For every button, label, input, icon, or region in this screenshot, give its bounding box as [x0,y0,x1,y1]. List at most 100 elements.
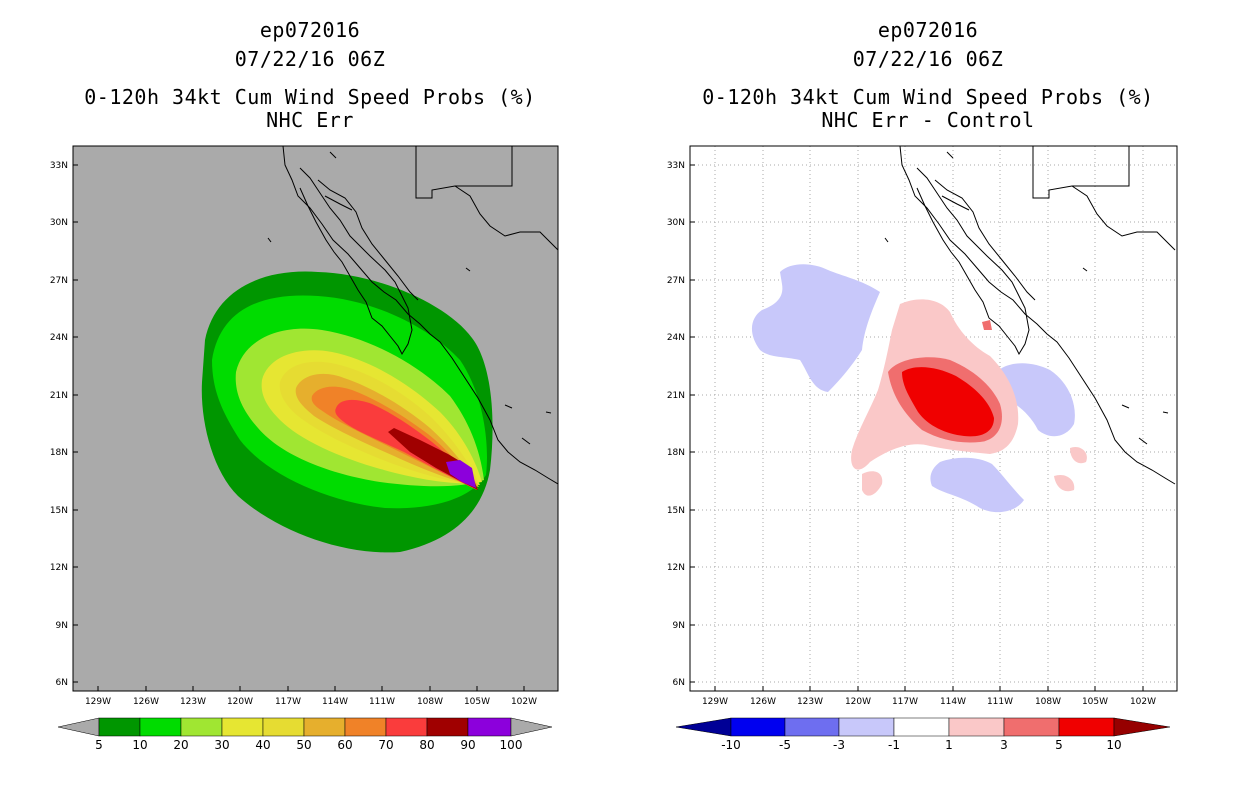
colorbar-label: 40 [255,738,270,752]
lat-label: 24N [50,333,68,343]
lon-label: 108W [417,697,443,707]
lat-label: 30N [50,218,68,228]
colorbar-label: 60 [337,738,352,752]
lat-label: 6N [673,678,685,688]
colorbar-label: -3 [833,738,845,752]
lat-label: 6N [56,678,68,688]
left-map-panel: 33N 30N 27N 24N 21N 18N 15N 12N 9N 6N 12… [50,145,559,752]
colorbar-under-arrow [57,717,100,737]
colorbar-label: 10 [1106,738,1121,752]
lon-label: 111W [369,697,395,707]
lat-label: 24N [667,333,685,343]
colorbar-swatch [838,717,895,737]
lon-label: 123W [797,697,823,707]
lon-label: 117W [892,697,918,707]
positive-region-coast-spot [982,320,992,330]
lat-label: 27N [667,276,685,286]
lat-label: 21N [50,391,68,401]
colorbar-label: 5 [1055,738,1063,752]
lon-label: 117W [275,697,301,707]
probability-contours [201,146,558,553]
positive-region-spot3 [1054,474,1075,492]
lat-label: 9N [673,621,685,631]
lon-label: 120W [227,697,253,707]
lon-label: 108W [1035,697,1061,707]
subtitle-left: NHC Err [266,108,354,132]
left-colorbar [57,717,553,737]
colorbar-over-arrow [510,717,553,737]
negative-region-nw [751,264,880,392]
colorbar-swatch [303,717,346,737]
lon-label: 129W [85,697,111,707]
colorbar-swatch [221,717,264,737]
colorbar-label: 70 [378,738,393,752]
colorbar-label: 80 [419,738,434,752]
colorbar-swatch [1058,717,1115,737]
left-lon-labels: 129W 126W 123W 120W 117W 114W 111W 108W … [85,697,537,707]
lat-label: 15N [50,506,68,516]
contour-90 [446,460,476,488]
colorbar-swatch [948,717,1005,737]
colorbar-label: 20 [173,738,188,752]
colorbar-swatch [893,717,950,737]
colorbar-swatch [426,717,469,737]
lon-label: 102W [511,697,537,707]
lat-label: 33N [50,161,68,171]
negative-region-east [992,363,1075,437]
colorbar-label: 30 [214,738,229,752]
colorbar-swatch [730,717,786,737]
lon-label: 105W [1082,697,1108,707]
right-colorbar-labels: -10 -5 -3 -1 1 3 5 10 [721,738,1121,752]
date-right: 07/22/16 06Z [852,47,1004,71]
positive-region-spot1 [862,471,883,496]
lon-label: 126W [750,697,776,707]
lat-label: 15N [667,506,685,516]
product-title-left: 0-120h 34kt Cum Wind Speed Probs (%) [84,85,536,109]
negative-region-south [930,457,1024,513]
colorbar-label: 90 [460,738,475,752]
colorbar-label: 5 [95,738,103,752]
right-map-panel: 33N 30N 27N 24N 21N 18N 15N 12N 9N 6N 12… [667,145,1178,752]
colorbar-swatch [98,717,141,737]
colorbar-swatch [784,717,840,737]
right-colorbar [675,717,1171,737]
colorbar-under-arrow [675,717,732,737]
lon-label: 102W [1130,697,1156,707]
left-lat-labels: 33N 30N 27N 24N 21N 18N 15N 12N 9N 6N [50,161,68,688]
lon-label: 123W [180,697,206,707]
colorbar-swatch [344,717,387,737]
colorbar-swatch [139,717,182,737]
lat-label: 27N [50,276,68,286]
colorbar-swatch [180,717,223,737]
lat-label: 9N [56,621,68,631]
lat-label: 12N [667,563,685,573]
colorbar-label: 100 [500,738,523,752]
lon-label: 114W [940,697,966,707]
colorbar-over-arrow [1113,717,1171,737]
colorbar-label: 10 [132,738,147,752]
positive-region-5to10 [902,367,994,437]
lon-label: 126W [133,697,159,707]
right-lat-labels: 33N 30N 27N 24N 21N 18N 15N 12N 9N 6N [667,161,685,688]
colorbar-swatch [467,717,512,737]
lon-label: 129W [702,697,728,707]
lon-label: 120W [845,697,871,707]
colorbar-swatch [1003,717,1060,737]
lat-label: 33N [667,161,685,171]
storm-id-right: ep072016 [877,18,979,42]
product-title-right: 0-120h 34kt Cum Wind Speed Probs (%) [702,85,1154,109]
lat-label: 18N [667,448,685,458]
lat-label: 18N [50,448,68,458]
left-colorbar-labels: 5 10 20 30 40 50 60 70 80 90 100 [95,738,522,752]
left-axis-ticks [73,164,525,691]
colorbar-label: 3 [1000,738,1008,752]
lon-label: 105W [464,697,490,707]
right-axis-ticks [690,164,1144,691]
lon-label: 111W [987,697,1013,707]
date-left: 07/22/16 06Z [234,47,386,71]
lon-label: 114W [322,697,348,707]
lat-label: 12N [50,563,68,573]
lat-label: 21N [667,391,685,401]
subtitle-right: NHC Err - Control [821,108,1035,132]
